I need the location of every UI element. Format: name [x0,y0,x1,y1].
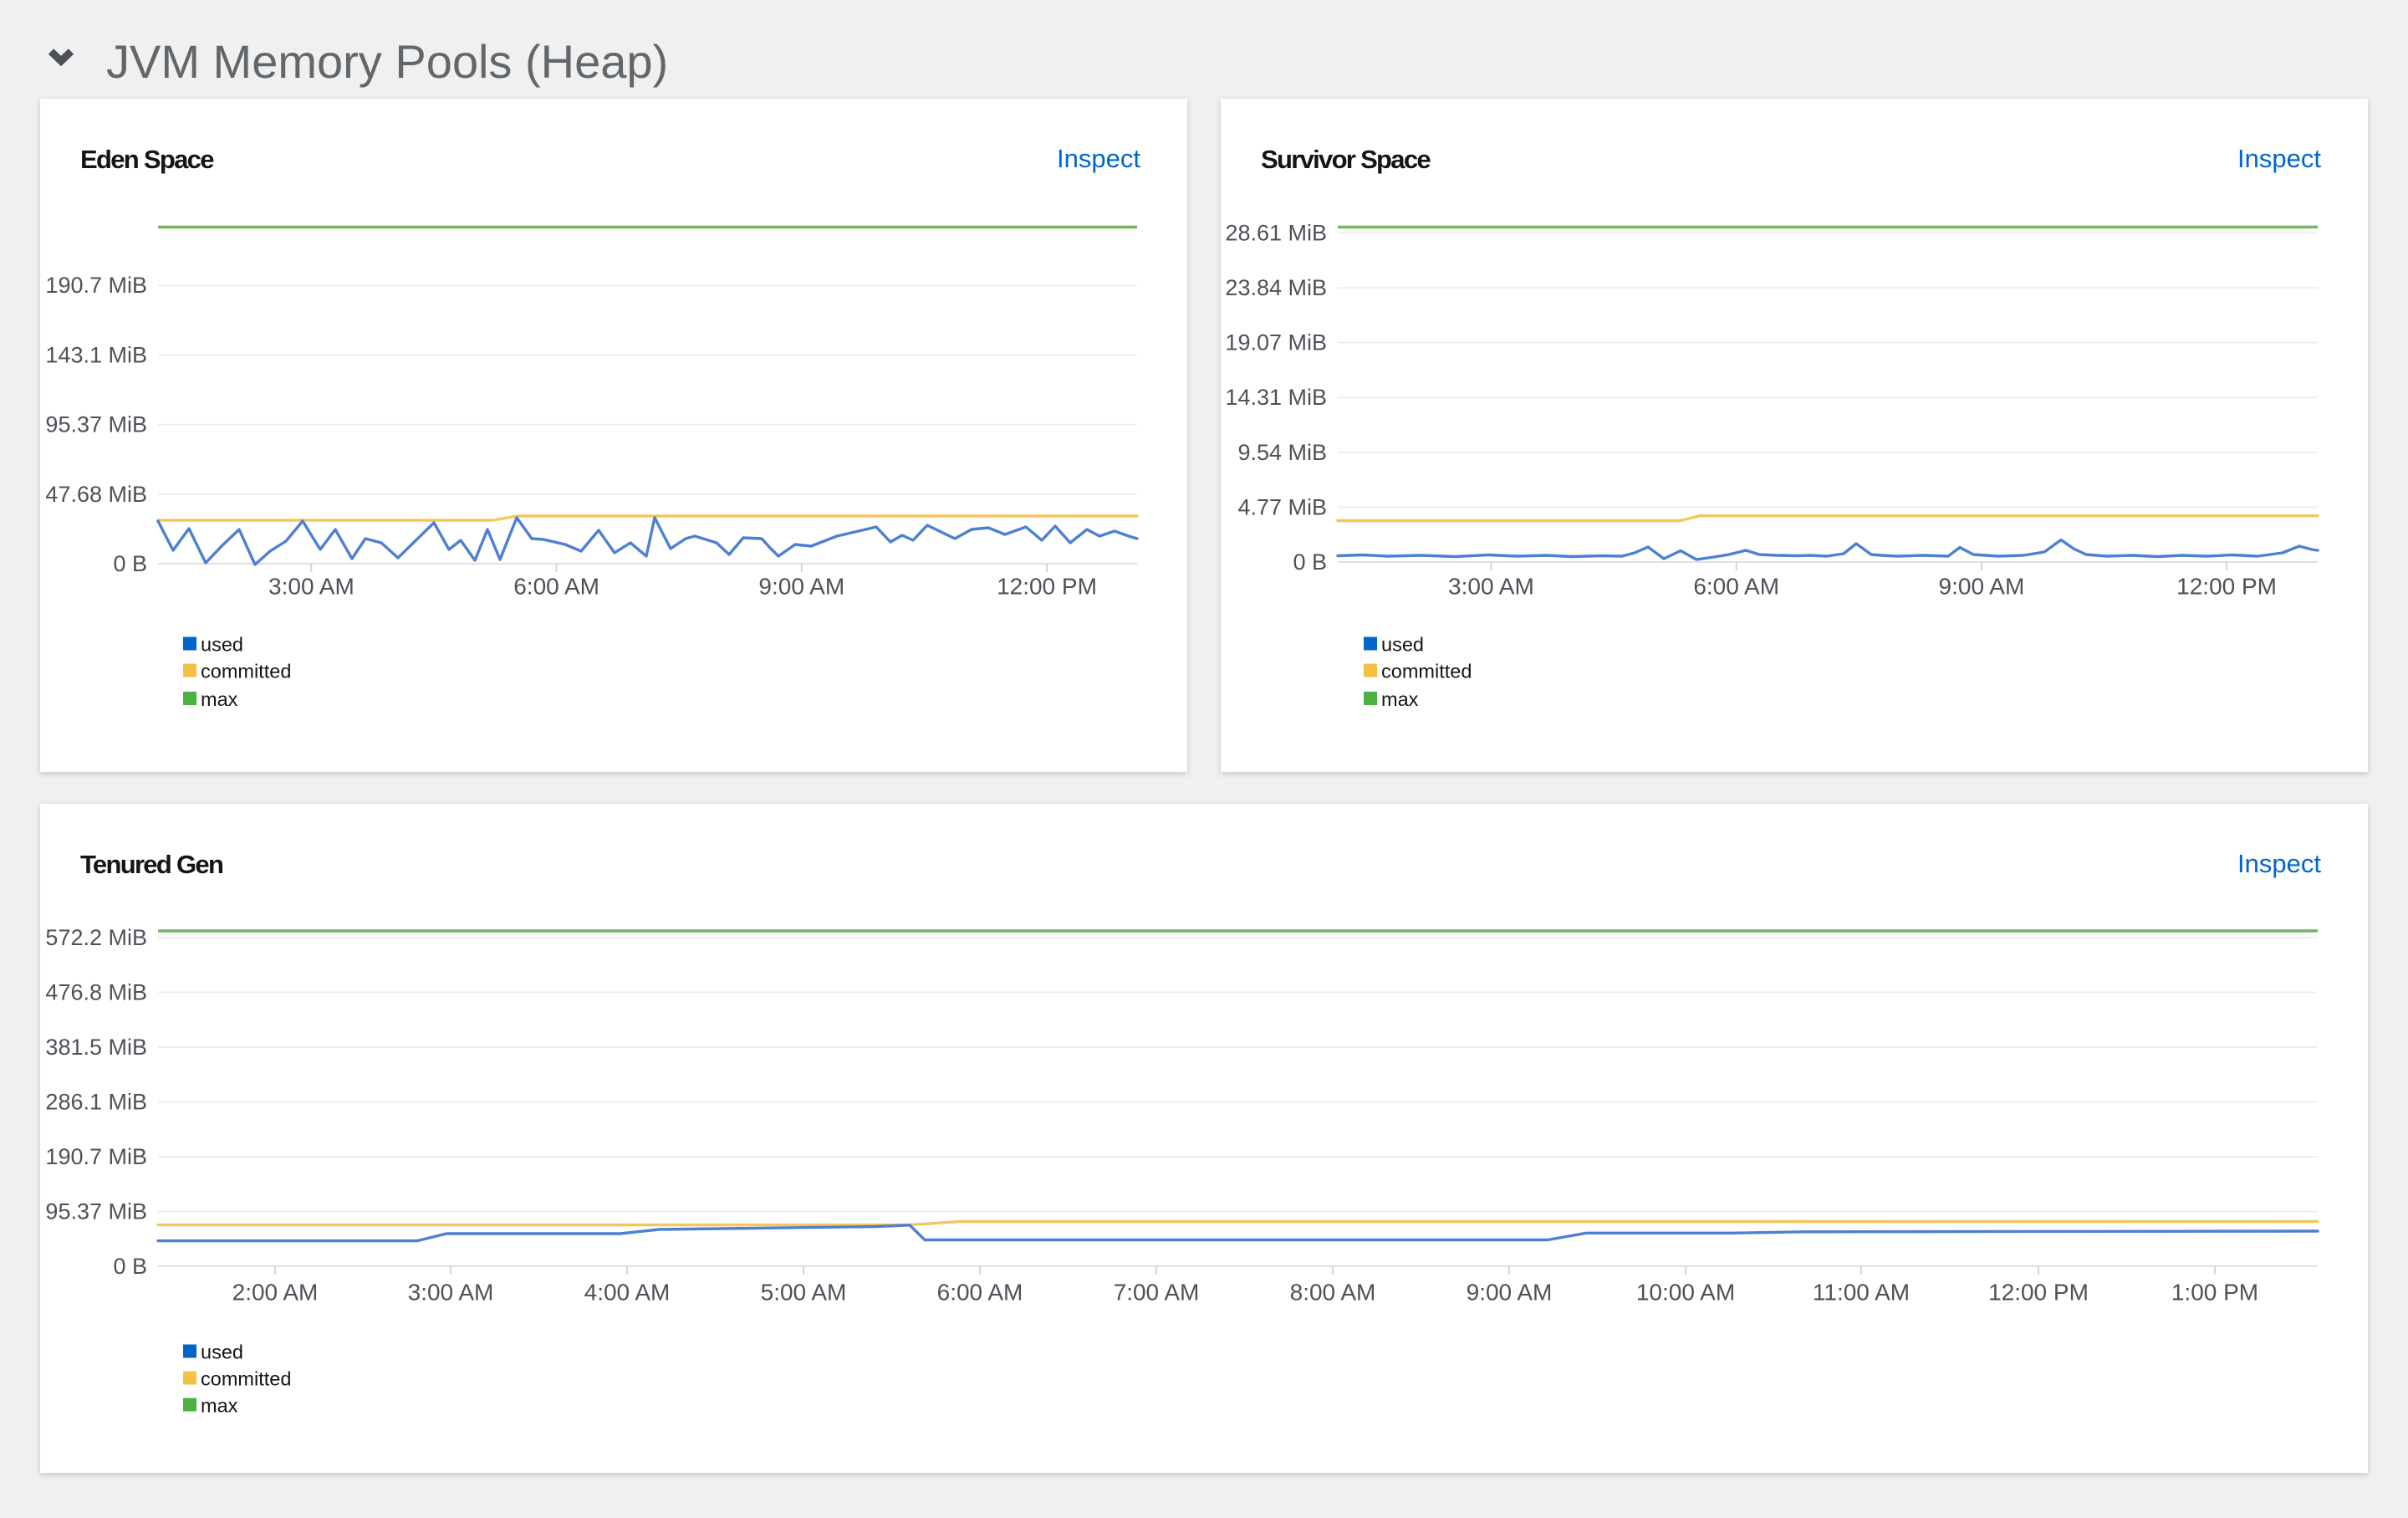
svg-text:4.77 MiB: 4.77 MiB [1237,494,1327,519]
svg-text:12:00 PM: 12:00 PM [1988,1280,2089,1306]
svg-text:19.07 MiB: 19.07 MiB [1225,330,1327,355]
svg-text:95.37 MiB: 95.37 MiB [45,1199,147,1224]
svg-text:7:00 AM: 7:00 AM [1114,1280,1200,1306]
svg-text:28.61 MiB: 28.61 MiB [1225,220,1327,245]
svg-text:6:00 AM: 6:00 AM [937,1280,1023,1306]
svg-text:286.1 MiB: 286.1 MiB [45,1090,147,1115]
svg-text:95.37 MiB: 95.37 MiB [45,412,147,437]
svg-text:12:00 PM: 12:00 PM [997,574,1097,600]
svg-text:committed: committed [201,1368,291,1390]
svg-text:2:00 AM: 2:00 AM [232,1280,319,1306]
svg-text:47.68 MiB: 47.68 MiB [45,482,147,507]
svg-text:max: max [201,1395,238,1417]
svg-text:190.7 MiB: 190.7 MiB [45,1144,147,1169]
svg-text:0 B: 0 B [113,551,147,576]
svg-text:3:00 AM: 3:00 AM [408,1280,494,1306]
svg-text:12:00 PM: 12:00 PM [2176,574,2277,600]
svg-text:1:00 PM: 1:00 PM [2171,1280,2258,1306]
svg-text:5:00 AM: 5:00 AM [761,1280,847,1306]
svg-text:used: used [201,1342,243,1363]
svg-text:9:00 AM: 9:00 AM [1467,1280,1553,1306]
svg-text:6:00 AM: 6:00 AM [1693,574,1779,600]
svg-text:max: max [1381,688,1419,710]
svg-text:6:00 AM: 6:00 AM [513,574,599,600]
svg-text:9.54 MiB: 9.54 MiB [1237,440,1327,465]
svg-text:0 B: 0 B [113,1254,147,1279]
svg-text:8:00 AM: 8:00 AM [1290,1280,1376,1306]
svg-text:572.2 MiB: 572.2 MiB [45,925,147,950]
svg-text:0 B: 0 B [1293,549,1327,575]
svg-text:used: used [201,634,243,656]
svg-text:9:00 AM: 9:00 AM [1939,574,2025,600]
svg-text:143.1 MiB: 143.1 MiB [45,342,147,367]
svg-text:11:00 AM: 11:00 AM [1813,1280,1910,1306]
svg-text:190.7 MiB: 190.7 MiB [45,273,147,298]
svg-text:used: used [1381,634,1424,656]
svg-text:committed: committed [201,661,291,682]
svg-text:3:00 AM: 3:00 AM [268,574,355,600]
svg-text:10:00 AM: 10:00 AM [1636,1280,1735,1306]
svg-text:381.5 MiB: 381.5 MiB [45,1035,147,1060]
svg-text:9:00 AM: 9:00 AM [758,574,844,600]
svg-text:476.8 MiB: 476.8 MiB [45,980,147,1005]
svg-text:4:00 AM: 4:00 AM [584,1280,671,1306]
svg-text:14.31 MiB: 14.31 MiB [1225,385,1327,410]
svg-text:3:00 AM: 3:00 AM [1448,574,1534,600]
svg-text:23.84 MiB: 23.84 MiB [1225,275,1327,300]
svg-text:max: max [201,688,238,710]
svg-text:committed: committed [1381,661,1472,682]
